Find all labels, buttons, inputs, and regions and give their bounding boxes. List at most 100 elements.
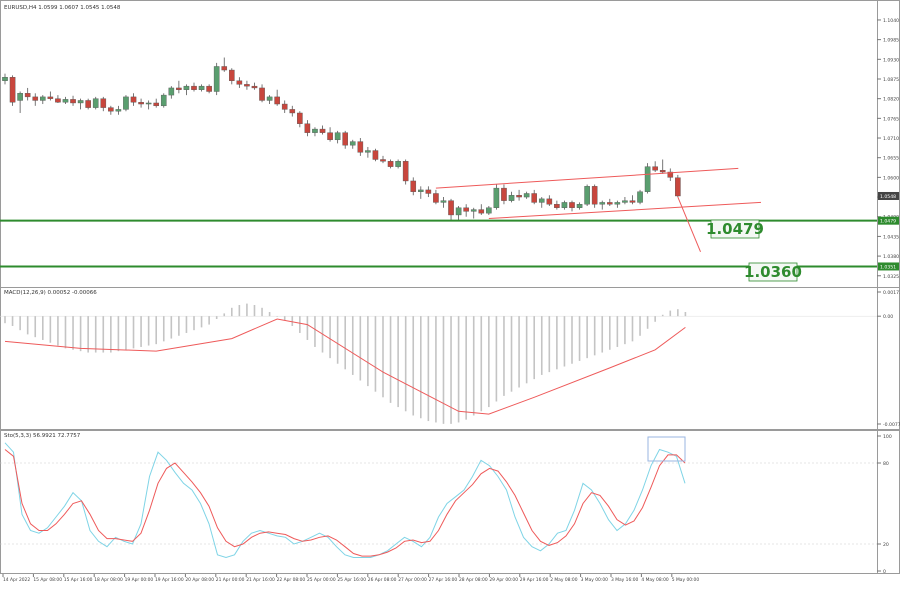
stoch-pane-frame <box>0 430 900 574</box>
candle-body <box>251 85 258 89</box>
macd-histogram-bar <box>442 316 445 424</box>
time-tick-label: 25 Apr 16:00 <box>337 577 366 583</box>
candle-body <box>319 128 326 133</box>
candle-body <box>478 209 485 214</box>
time-tick-label: 25 Apr 00:00 <box>307 577 336 583</box>
candle-body <box>644 166 651 192</box>
level-high-annotation-box <box>710 219 760 239</box>
time-tick-label: 18 Apr 08:00 <box>94 577 123 583</box>
candle-body <box>213 66 220 92</box>
time-tick-label: 28 Apr 08:00 <box>459 577 488 583</box>
candle-body <box>304 123 311 133</box>
macd-histogram-bar <box>238 305 241 317</box>
price-tick-label: 1.0435 <box>883 234 899 240</box>
macd-histogram-bar <box>200 316 203 328</box>
level-price-tag <box>878 262 899 271</box>
candle-body <box>584 186 590 205</box>
candle-body <box>32 96 39 101</box>
macd-histogram-bar <box>117 316 120 352</box>
candle-body <box>206 85 212 92</box>
time-tick-label: 29 Apr 16:00 <box>520 577 549 583</box>
candle-body <box>77 100 84 104</box>
candle-body <box>463 207 469 212</box>
macd-histogram-bar <box>64 316 67 349</box>
macd-histogram-bar <box>215 316 218 319</box>
macd-histogram-bar <box>389 316 392 403</box>
candle-body <box>637 191 643 203</box>
candle-body <box>372 150 379 160</box>
macd-histogram-bar <box>261 307 263 317</box>
candle-body <box>183 85 190 90</box>
macd-histogram-bar <box>26 316 29 335</box>
stoch-tick-label: 20 <box>883 542 889 548</box>
macd-histogram-bar <box>510 316 513 392</box>
candle-body <box>380 159 386 162</box>
level-low-annotation-box <box>748 262 798 282</box>
macd-histogram-bar <box>49 316 52 343</box>
macd-histogram-bar <box>4 316 6 324</box>
macd-histogram-bar <box>586 316 588 359</box>
candle-body <box>591 186 598 205</box>
candle-body <box>349 141 356 146</box>
candle-body <box>17 93 23 101</box>
time-tick-label: 27 Apr 16:00 <box>429 577 458 583</box>
stoch-d-line <box>4 449 686 557</box>
candle-body <box>433 193 439 203</box>
time-tick-label: 5 May 00:00 <box>672 577 700 583</box>
candle-body <box>569 202 575 208</box>
macd-histogram-bar <box>359 316 362 381</box>
macd-histogram-bar <box>631 316 634 342</box>
macd-histogram-bar <box>420 316 422 419</box>
candle-body <box>425 189 432 194</box>
macd-histogram-bar <box>125 316 127 350</box>
macd-histogram-bar <box>427 316 430 422</box>
macd-histogram-bar <box>661 314 664 317</box>
level-price-tag-label: 1.0351 <box>880 264 896 270</box>
macd-histogram-bar <box>185 316 188 333</box>
time-tick-label: 15 Apr 16:00 <box>64 577 93 583</box>
candle-body <box>198 85 205 90</box>
macd-histogram-bar <box>94 316 97 353</box>
candle-body <box>274 96 280 105</box>
candle-body <box>70 99 76 104</box>
candle-body <box>531 193 537 203</box>
candle-body <box>312 128 318 133</box>
candle-body <box>440 200 447 203</box>
macd-histogram-bar <box>677 309 679 317</box>
time-tick-label: 20 Apr 08:00 <box>185 577 214 583</box>
level-low-annotation: 1.0360 <box>744 263 802 281</box>
candle-body <box>297 112 303 124</box>
candle-body <box>191 85 197 90</box>
price-tick-label: 1.0380 <box>883 254 899 260</box>
candle-body <box>554 204 560 208</box>
candle-body <box>92 98 99 108</box>
candle-body <box>236 80 243 85</box>
candle-body <box>538 198 545 203</box>
candle-body <box>160 94 167 107</box>
time-tick-label: 4 May 08:00 <box>641 577 669 583</box>
macd-histogram-bar <box>578 316 581 361</box>
stoch-tick-label: 0 <box>883 569 886 575</box>
level-high-annotation: 1.0479 <box>706 220 764 238</box>
candle-body <box>546 198 553 205</box>
candle-body <box>561 202 568 208</box>
macd-histogram-bar <box>525 316 528 384</box>
macd-histogram-bar <box>435 316 437 423</box>
candle-body <box>486 207 492 214</box>
macd-histogram-bar <box>87 316 89 353</box>
stoch-tick-label: 80 <box>883 461 889 467</box>
macd-histogram-bar <box>646 316 649 329</box>
macd-histogram-bar <box>253 305 256 317</box>
candle-body <box>9 76 16 103</box>
candle-body <box>168 87 175 96</box>
time-tick-label: 19 Apr 00:00 <box>125 577 154 583</box>
time-tick-label: 15 Apr 08:00 <box>33 577 62 583</box>
main-pane-label: EURUSD,H4 1.0599 1.0607 1.0545 1.0548 <box>4 5 121 11</box>
stoch-pane-label: Sto(5,3,3) 56.9921 72.7757 <box>4 433 81 439</box>
time-axis: 14 Apr 2022 15 Apr 08:00 15 Apr 16:00 18 Ap… <box>2 574 700 583</box>
macd-tick-label: 0.00173 <box>883 290 900 296</box>
macd-histogram-bar <box>42 316 44 340</box>
